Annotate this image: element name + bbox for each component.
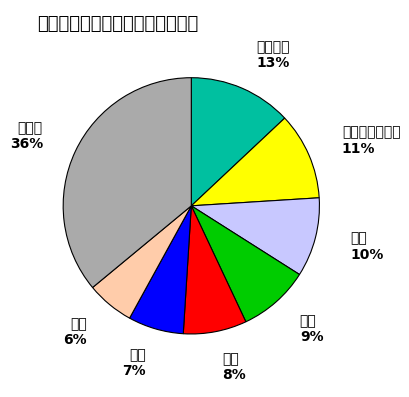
Text: 海岸
7%: 海岸 7% (121, 348, 145, 378)
Text: 放送
8%: 放送 8% (222, 352, 245, 382)
Text: 固定
10%: 固定 10% (349, 231, 382, 262)
Wedge shape (191, 118, 318, 206)
Wedge shape (191, 198, 319, 274)
Wedge shape (63, 78, 191, 287)
Wedge shape (129, 206, 191, 334)
Wedge shape (183, 206, 245, 334)
Wedge shape (92, 206, 191, 318)
Wedge shape (191, 206, 299, 322)
Text: 無線局の種類別の周波数割り当て: 無線局の種類別の周波数割り当て (38, 15, 198, 33)
Text: 携帯・携帯基地
11%: 携帯・携帯基地 11% (341, 125, 400, 156)
Text: 陸上移動
13%: 陸上移動 13% (256, 40, 289, 70)
Text: 航空
6%: 航空 6% (63, 317, 87, 347)
Text: その他
36%: その他 36% (10, 121, 43, 151)
Text: 船舘
9%: 船舘 9% (299, 314, 323, 344)
Wedge shape (191, 78, 284, 206)
